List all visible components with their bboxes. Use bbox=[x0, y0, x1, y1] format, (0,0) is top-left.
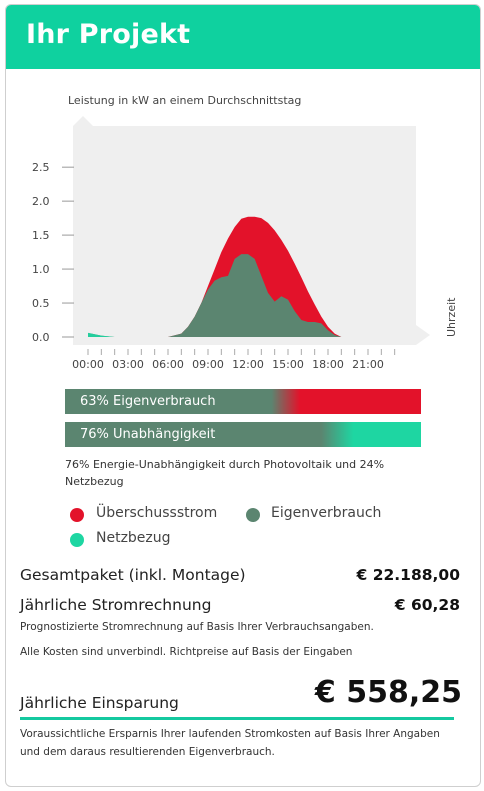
package-value: € 22.188,00 bbox=[356, 566, 460, 584]
x-tick-label: 21:00 bbox=[352, 358, 384, 371]
y-tick-label: 2.5 bbox=[32, 161, 50, 174]
bill-note: Prognostizierte Stromrechnung auf Basis … bbox=[20, 621, 374, 633]
y-tick-label: 2.0 bbox=[32, 195, 50, 208]
page-title: Ihr Projekt bbox=[26, 19, 191, 50]
card-header: Ihr Projekt bbox=[6, 5, 480, 69]
x-tick-label: 09:00 bbox=[192, 358, 224, 371]
power-chart: 0.0 0.5 1.0 1.5 2.0 2.5 00:00 03:00 06:00 09:00 12… bbox=[32, 116, 458, 371]
self-consumption-label: 63% Eigenverbrauch bbox=[80, 394, 216, 409]
independence-note: 76% Energie-Unabhängigkeit durch Photovo… bbox=[65, 458, 385, 488]
self-consumption-bar: 63% Eigenverbrauch bbox=[65, 389, 421, 414]
y-tick-label: 0.5 bbox=[32, 297, 50, 310]
bill-value: € 60,28 bbox=[394, 596, 460, 614]
grid-legend-dot bbox=[70, 533, 84, 547]
x-tick-label: 18:00 bbox=[312, 358, 344, 371]
x-tick-label: 15:00 bbox=[272, 358, 304, 371]
y-tick-label: 0.0 bbox=[32, 331, 50, 344]
bill-label: Jährliche Stromrechnung bbox=[20, 596, 212, 614]
independence-bar: 76% Unabhängigkeit bbox=[65, 422, 421, 447]
self-legend-dot bbox=[246, 508, 260, 522]
chart-areas bbox=[88, 216, 408, 337]
x-tick-label: 00:00 bbox=[72, 358, 104, 371]
chart-ticks: 0.0 0.5 1.0 1.5 2.0 2.5 00:00 03:00 06:00 09:00 12… bbox=[32, 161, 458, 371]
savings-divider bbox=[20, 717, 454, 720]
chart-title: Leistung in kW an einem Durchschnittstag bbox=[68, 94, 302, 107]
independence-label: 76% Unabhängigkeit bbox=[80, 427, 216, 442]
legend-surplus: Überschussstrom bbox=[96, 505, 218, 521]
savings-value: € 558,25 bbox=[314, 675, 462, 710]
cost-disclaimer: Alle Kosten sind unverbindl. Richtpreise… bbox=[20, 646, 353, 658]
x-tick-label: 06:00 bbox=[152, 358, 184, 371]
package-label: Gesamtpaket (inkl. Montage) bbox=[20, 566, 246, 584]
surplus-legend-dot bbox=[70, 508, 84, 522]
y-tick-label: 1.5 bbox=[32, 229, 50, 242]
self-consumption-area bbox=[88, 254, 408, 337]
legend-self: Eigenverbrauch bbox=[271, 505, 382, 521]
x-tick-label: 03:00 bbox=[112, 358, 144, 371]
savings-note: Voraussichtliche Ersparnis Ihrer laufend… bbox=[20, 728, 440, 758]
x-tick-label: 12:00 bbox=[232, 358, 264, 371]
savings-label: Jährliche Einsparung bbox=[20, 694, 179, 712]
x-axis-label: Uhrzeit bbox=[445, 297, 458, 337]
legend-grid: Netzbezug bbox=[96, 530, 171, 546]
y-tick-label: 1.0 bbox=[32, 263, 50, 276]
